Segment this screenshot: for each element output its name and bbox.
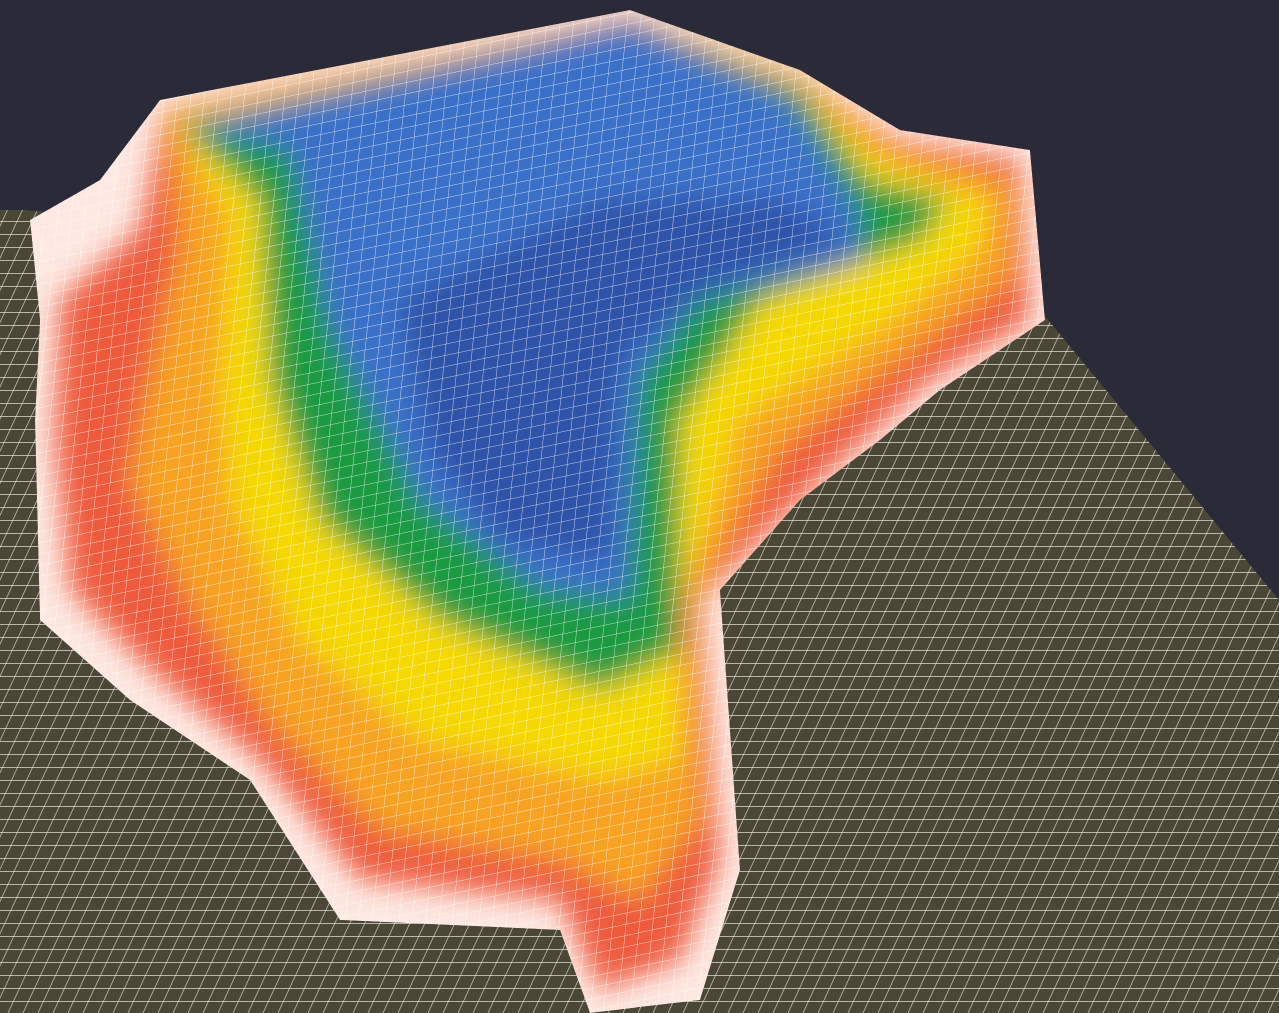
page: (() => { const data = JSON.parse(documen… <box>0 10 1279 1013</box>
surface-render <box>0 10 1279 1013</box>
